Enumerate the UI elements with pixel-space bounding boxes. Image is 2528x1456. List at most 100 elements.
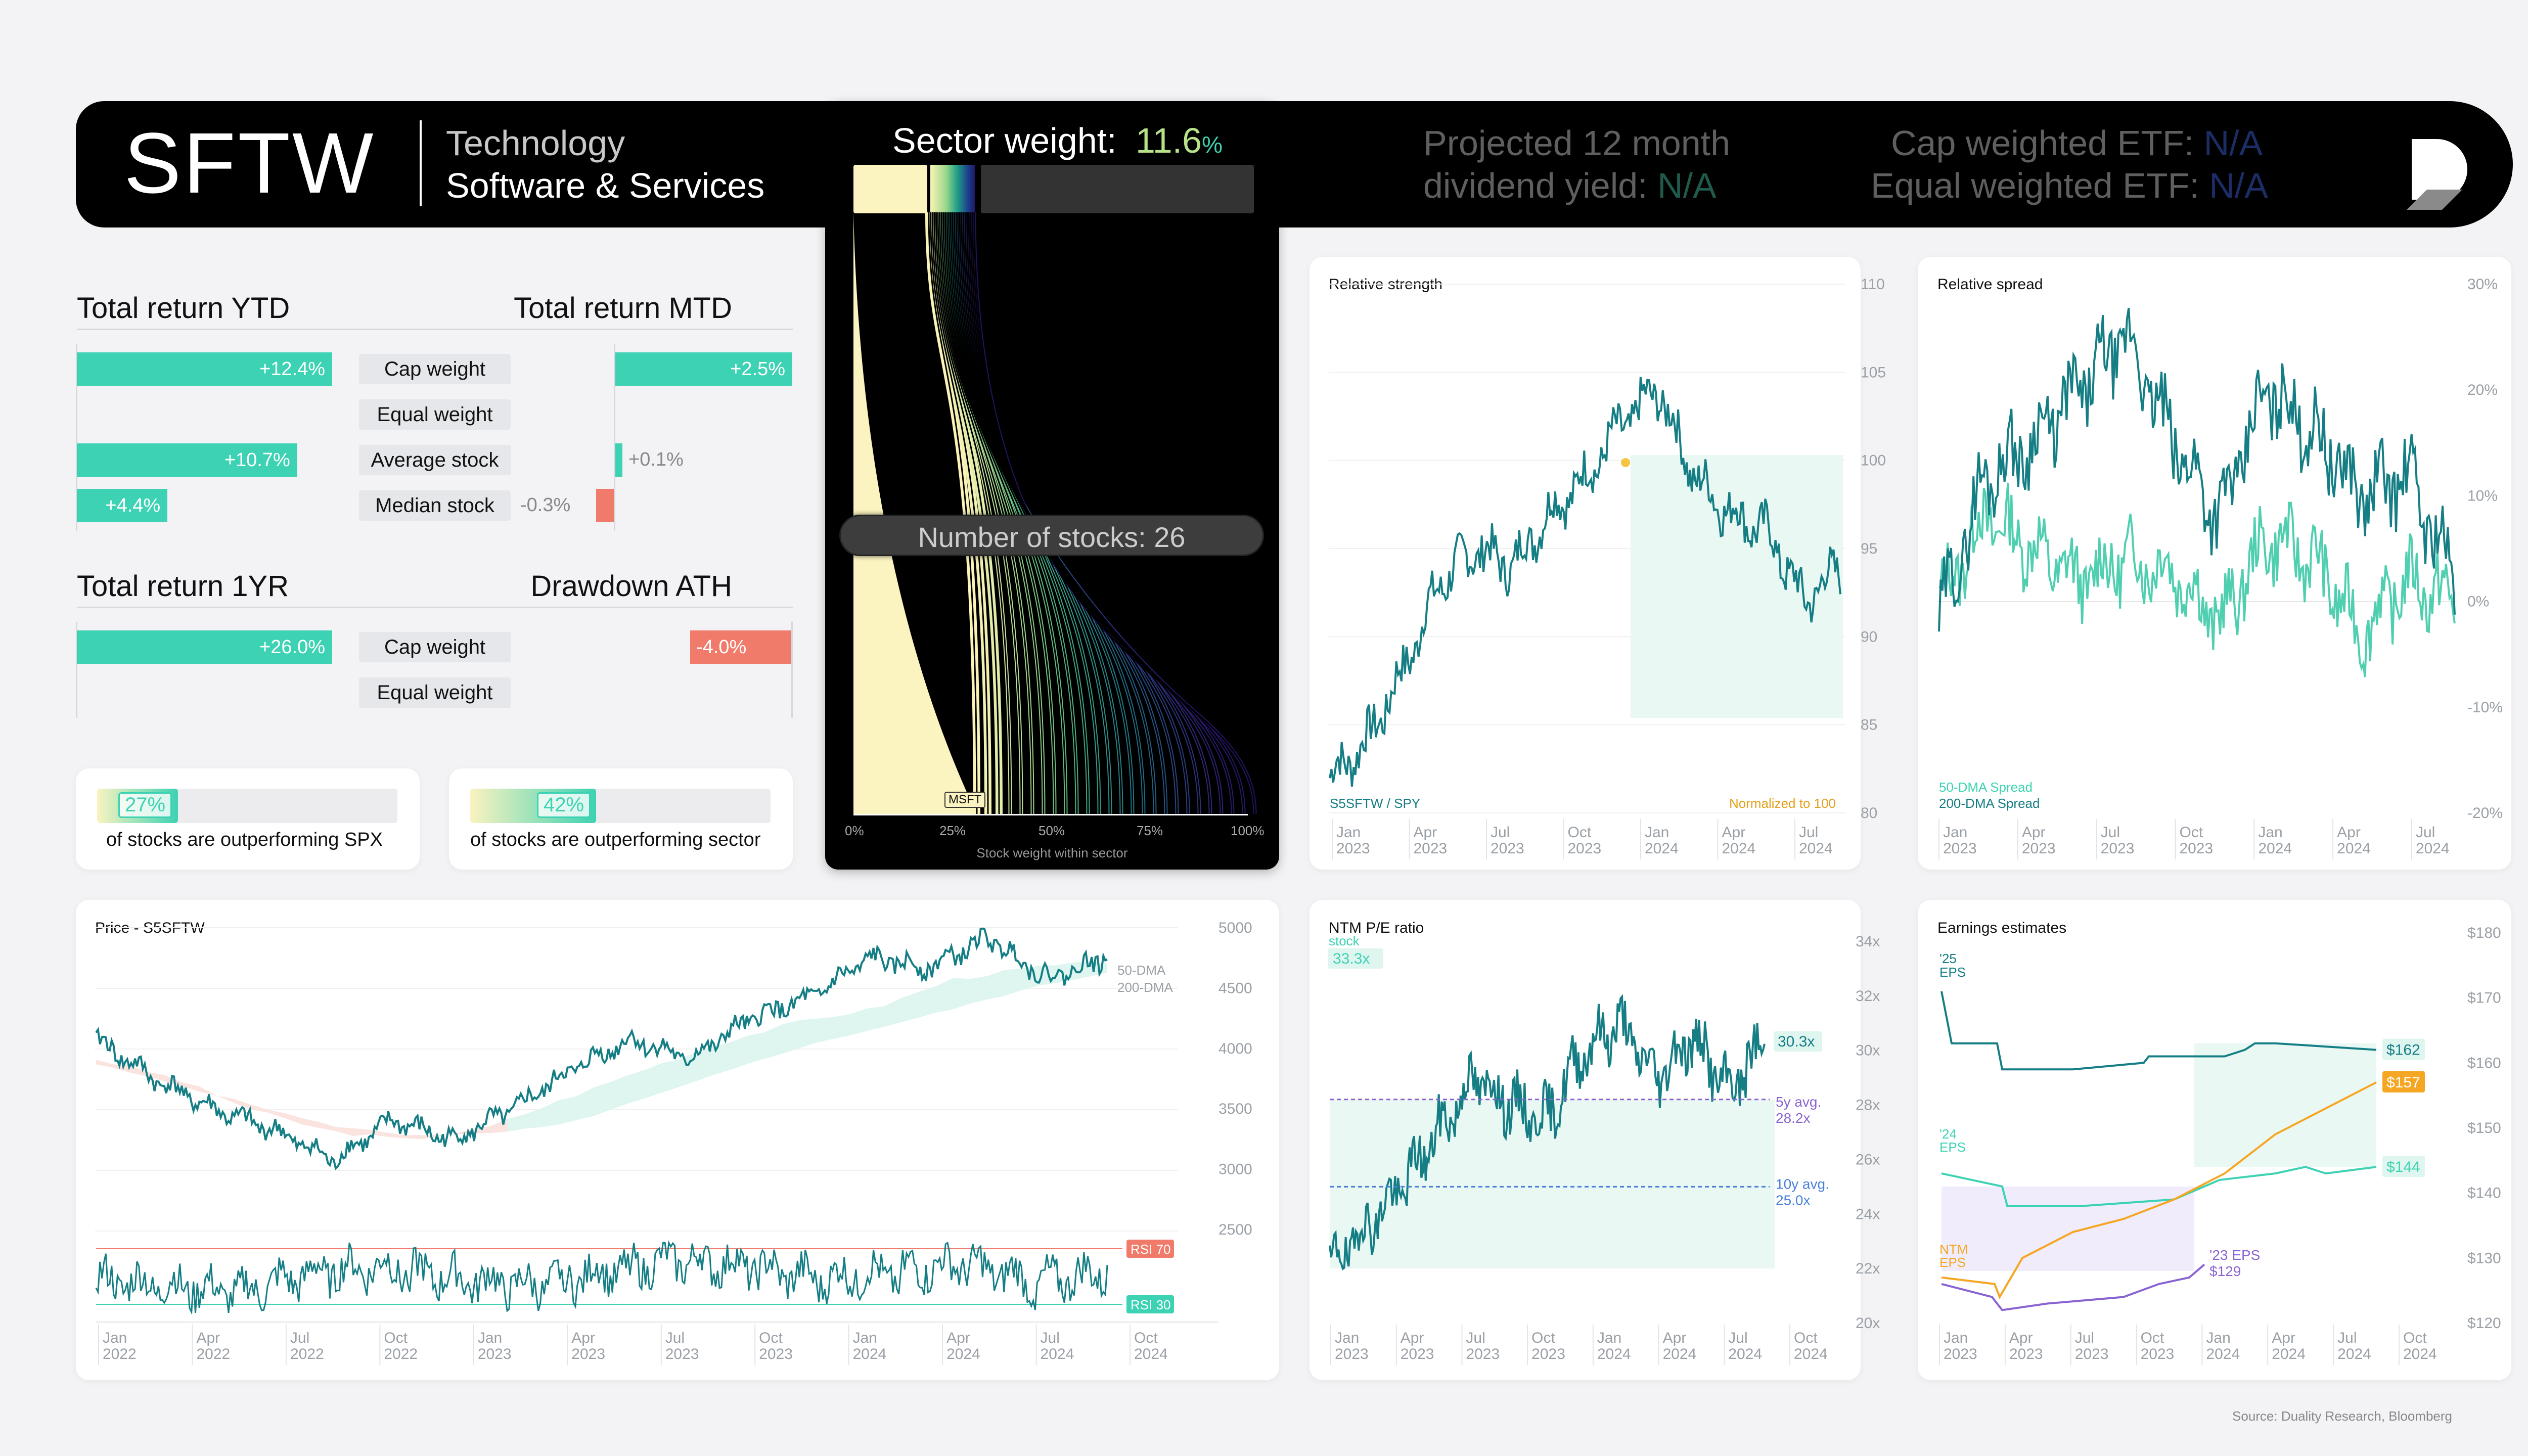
eps-y-tick-6: $120 — [2467, 1315, 2501, 1332]
price-line — [95, 927, 1108, 1170]
price-dma50-label: 50-DMA — [1117, 963, 1166, 978]
weight-top-bar-empty — [981, 165, 1254, 213]
rs-y-tick-3: 95 — [1861, 540, 1877, 557]
spread-x-tick-year-4: 2024 — [2258, 840, 2292, 857]
spread-200-line — [1938, 307, 2456, 632]
weight-sep-line-5 — [935, 212, 1022, 814]
weight-x-label: Stock weight within sector — [976, 845, 1128, 860]
eps-ntm-legend-a: NTM — [1939, 1242, 1968, 1257]
price-dma-band — [96, 961, 1107, 1140]
header-bar — [76, 101, 2513, 228]
price-x-tick-year-3: 2022 — [384, 1346, 418, 1362]
weight-sep-line-9 — [942, 212, 1067, 814]
pe-y-tick-4: 26x — [1856, 1151, 1880, 1168]
price-x-tick-year-2: 2022 — [290, 1346, 324, 1362]
price-x-tick-9: Apr — [946, 1330, 970, 1346]
spread-x-tick-2: Jul — [2101, 824, 2120, 841]
pe-x-tick-year-0: 2023 — [1335, 1346, 1369, 1362]
eps-x-tick-year-3: 2023 — [2141, 1346, 2175, 1362]
weight-area-msft — [853, 212, 977, 814]
rs-x-tick-1: Apr — [1414, 824, 1437, 841]
eps-23-legend-b: $129 — [2209, 1263, 2241, 1279]
spread-x-tick-5: Apr — [2337, 824, 2361, 841]
weight-sep-line-23 — [968, 212, 1223, 814]
eps-x-tick-year-2: 2023 — [2075, 1346, 2109, 1362]
pill-equal-weight-1yr: Equal weight — [359, 677, 511, 708]
equal-etf-row: Equal weighted ETF: N/A — [1871, 165, 2268, 206]
price-x-tick-year-6: 2023 — [665, 1346, 699, 1362]
header-divider — [420, 120, 422, 206]
sector-name: Technology — [446, 123, 625, 163]
mtd-label-2: +0.1% — [628, 449, 684, 470]
price-x-tick-11: Oct — [1134, 1330, 1158, 1346]
spread-x-tick-year-6: 2024 — [2416, 840, 2450, 857]
pe-y-tick-5: 24x — [1856, 1206, 1880, 1222]
rs-x-tick-4: Jan — [1645, 824, 1669, 841]
pe-y-tick-3: 28x — [1856, 1097, 1880, 1114]
price-x-tick-6: Jul — [665, 1330, 685, 1346]
mtd-axis — [614, 344, 615, 531]
ticker: SFTW — [124, 115, 376, 211]
price-x-tick-10: Jul — [1041, 1330, 1060, 1346]
eps-x-tick-year-0: 2023 — [1944, 1346, 1977, 1362]
sector-weight-pct: % — [1202, 131, 1223, 158]
eps-y-tick-1: $170 — [2467, 990, 2501, 1007]
price-y-tick-0: 5000 — [1218, 920, 1252, 936]
pe-y-tick-0: 34x — [1856, 933, 1880, 950]
outperform-spx-text: of stocks are outperforming SPX — [106, 829, 383, 850]
pe-avg5-label-2: 28.2x — [1776, 1110, 1811, 1126]
weight-top-bar-msft — [853, 165, 927, 213]
eps-24-legend-a: '24 — [1939, 1126, 1957, 1142]
pe-x-tick-year-3: 2023 — [1531, 1346, 1565, 1362]
eps-y-tick-2: $160 — [2467, 1055, 2501, 1071]
spread-x-tick-year-5: 2024 — [2337, 840, 2371, 857]
eps-x-tick-2: Jul — [2075, 1330, 2094, 1346]
stocks-count-pill — [839, 515, 1264, 556]
dividend-label-2: dividend yield: — [1423, 166, 1648, 205]
eps-x-tick-year-4: 2024 — [2206, 1346, 2240, 1362]
price-x-tick-year-9: 2024 — [946, 1346, 980, 1362]
spread-x-tick-year-2: 2023 — [2101, 840, 2135, 857]
pill-cap-weight-1yr: Cap weight — [359, 632, 511, 662]
eps-25-legend-a: '25 — [1939, 951, 1957, 966]
ytd-axis — [76, 344, 77, 531]
eps-y-tick-5: $130 — [2467, 1250, 2501, 1266]
pe-x-tick-5: Apr — [1663, 1330, 1687, 1346]
rs-x-tick-year-0: 2023 — [1336, 840, 1370, 857]
weight-sep-line-24 — [970, 212, 1234, 814]
pill-equal-weight: Equal weight — [359, 399, 511, 430]
price-x-tick-4: Jan — [478, 1330, 502, 1346]
rs-x-tick-year-6: 2024 — [1799, 840, 1833, 857]
rs-note: Normalized to 100 — [1729, 796, 1836, 811]
yr-title: Total return 1YR — [77, 570, 289, 603]
rs-y-tick-6: 80 — [1861, 805, 1877, 822]
spread-50-line — [1938, 482, 2456, 677]
pe-x-tick-year-7: 2024 — [1794, 1346, 1828, 1362]
outperform-spx-pct: 27% — [118, 792, 172, 818]
price-y-tick-5: 2500 — [1218, 1221, 1252, 1238]
weight-sep-line-25 — [971, 212, 1245, 814]
price-x-tick-8: Jan — [853, 1330, 877, 1346]
eps-x-tick-4: Jan — [2206, 1330, 2230, 1346]
price-x-tick-year-8: 2024 — [853, 1346, 887, 1362]
rs-marker — [1621, 458, 1630, 467]
ytd-bar-2: +10.7% — [77, 443, 297, 477]
spread-y-tick-5: -20% — [2467, 805, 2503, 822]
pe-avg10-label-2: 25.0x — [1776, 1192, 1811, 1208]
rsi-30-badge — [1126, 1295, 1174, 1313]
weight-x-axis — [853, 814, 1248, 815]
pe-x-tick-2: Jul — [1466, 1330, 1485, 1346]
eps-25-value: $162 — [2386, 1042, 2420, 1059]
pe-current-label: 30.3x — [1778, 1033, 1815, 1050]
spread-x-tick-year-3: 2023 — [2180, 840, 2214, 857]
weight-sep-line-6 — [937, 212, 1033, 814]
price-x-tick-3: Oct — [384, 1330, 408, 1346]
eps-x-tick-year-5: 2024 — [2272, 1346, 2306, 1362]
rs-x-tick-year-2: 2023 — [1491, 840, 1524, 857]
weight-sep-line-11 — [946, 212, 1089, 814]
dd-axis — [791, 622, 793, 718]
pe-avg5-label-1: 5y avg. — [1776, 1094, 1821, 1110]
eps-y-tick-3: $150 — [2467, 1120, 2501, 1136]
stocks-count-label: Number of stocks: 26 — [918, 521, 1186, 553]
pe-y-tick-6: 22x — [1856, 1260, 1880, 1277]
